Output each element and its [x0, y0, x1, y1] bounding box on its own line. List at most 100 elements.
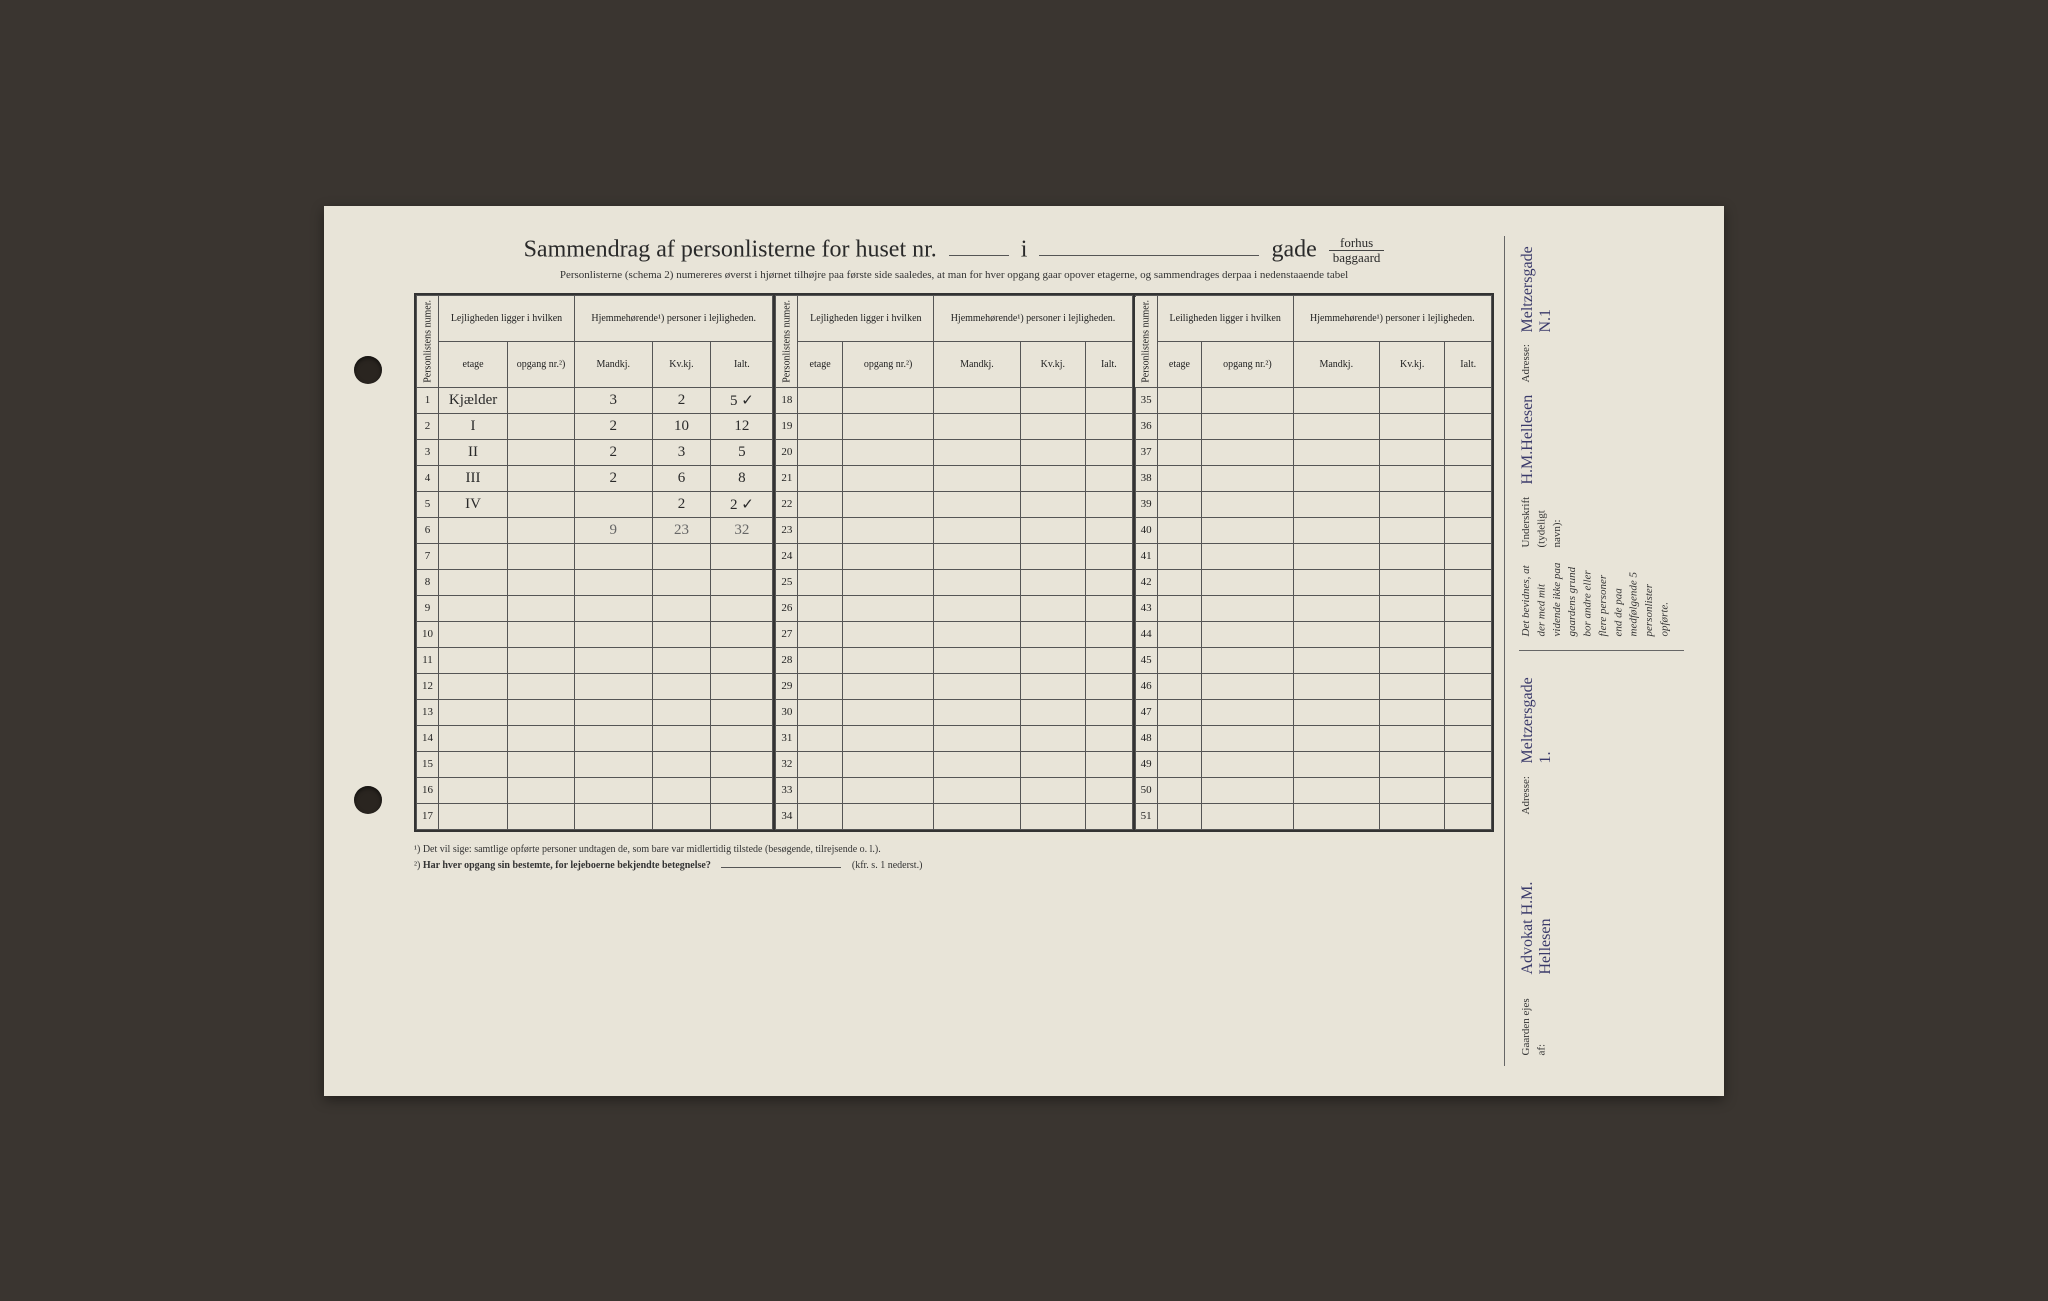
cell-opgang — [842, 725, 933, 751]
cell-kvkj — [1379, 439, 1445, 465]
cell-opgang — [508, 725, 575, 751]
cell-mandkj — [934, 569, 1020, 595]
cell-kvkj — [1379, 621, 1445, 647]
cell-mandkj: 2 — [575, 439, 652, 465]
footnote-2-ref: (kfr. s. 1 nederst.) — [852, 860, 923, 871]
cell-mandkj — [934, 491, 1020, 517]
row-number: 26 — [776, 595, 798, 621]
cell-etage — [798, 777, 843, 803]
cell-etage — [1157, 413, 1202, 439]
cell-etage — [439, 777, 508, 803]
col-hjemme: Hjemmehørende¹) personer i lejligheden. — [1293, 296, 1491, 342]
cell-kvkj — [1379, 647, 1445, 673]
cell-ialt: 2 ✓ — [711, 491, 773, 517]
cell-ialt — [1445, 439, 1492, 465]
cell-kvkj — [652, 543, 711, 569]
cell-ialt — [1086, 517, 1133, 543]
cell-mandkj — [1293, 803, 1379, 829]
cell-mandkj — [1293, 673, 1379, 699]
row-number: 28 — [776, 647, 798, 673]
table-row: 38 — [1135, 465, 1491, 491]
cell-etage — [439, 621, 508, 647]
census-table-1: Personlistens numer. Lejligheden ligger … — [416, 295, 773, 830]
col-kvkj: Kv.kj. — [1020, 341, 1086, 387]
cell-etage — [798, 699, 843, 725]
punch-hole-icon — [354, 786, 382, 814]
row-number: 49 — [1135, 751, 1157, 777]
row-number: 51 — [1135, 803, 1157, 829]
cell-mandkj — [575, 543, 652, 569]
cell-kvkj — [1020, 491, 1086, 517]
title-blank-nr — [949, 255, 1009, 256]
row-number: 2 — [417, 413, 439, 439]
row-number: 13 — [417, 699, 439, 725]
cell-kvkj — [1379, 413, 1445, 439]
table-row: 41 — [1135, 543, 1491, 569]
table-row: 39 — [1135, 491, 1491, 517]
table-row: 37 — [1135, 439, 1491, 465]
cell-opgang — [842, 621, 933, 647]
cell-etage — [798, 673, 843, 699]
table-row: 13 — [417, 699, 773, 725]
table-row: 21 — [776, 465, 1132, 491]
row-number: 19 — [776, 413, 798, 439]
row-number: 9 — [417, 595, 439, 621]
cell-opgang — [842, 569, 933, 595]
cell-opgang — [508, 543, 575, 569]
cell-ialt — [711, 647, 773, 673]
table-row: 3II235 — [417, 439, 773, 465]
cell-ialt — [711, 595, 773, 621]
table-row: 17 — [417, 803, 773, 829]
cell-ialt — [1445, 465, 1492, 491]
cell-kvkj: 23 — [652, 517, 711, 543]
census-table-3: Personlistens numer. Leiligheden ligger … — [1135, 295, 1492, 830]
cell-ialt — [1086, 413, 1133, 439]
cell-ialt — [1445, 491, 1492, 517]
col-etage: etage — [439, 341, 508, 387]
col-kvkj: Kv.kj. — [652, 341, 711, 387]
cell-mandkj: 9 — [575, 517, 652, 543]
cell-etage — [798, 439, 843, 465]
cell-mandkj — [575, 777, 652, 803]
row-number: 39 — [1135, 491, 1157, 517]
table-row: 28 — [776, 647, 1132, 673]
cell-opgang — [508, 595, 575, 621]
cell-opgang — [508, 439, 575, 465]
cell-etage: IV — [439, 491, 508, 517]
cell-ialt — [1086, 491, 1133, 517]
cell-etage: Kjælder — [439, 387, 508, 413]
cell-mandkj — [575, 751, 652, 777]
table-row: 22 — [776, 491, 1132, 517]
table-row: 42 — [1135, 569, 1491, 595]
row-number: 11 — [417, 647, 439, 673]
cell-ialt — [711, 777, 773, 803]
cell-mandkj — [934, 517, 1020, 543]
cell-etage — [439, 517, 508, 543]
cell-etage — [439, 725, 508, 751]
cell-etage — [1157, 803, 1202, 829]
table-row: 1Kjælder325 ✓ — [417, 387, 773, 413]
row-number: 42 — [1135, 569, 1157, 595]
cell-opgang — [508, 465, 575, 491]
cell-etage — [798, 517, 843, 543]
footnote-blank — [721, 867, 841, 868]
cell-kvkj — [1379, 699, 1445, 725]
row-number: 17 — [417, 803, 439, 829]
cell-opgang — [1202, 439, 1293, 465]
cell-ialt — [1086, 777, 1133, 803]
cell-mandkj — [1293, 699, 1379, 725]
cell-kvkj — [1379, 803, 1445, 829]
punch-hole-icon — [354, 356, 382, 384]
footnotes: ¹) Det vil sige: samtlige opførte person… — [414, 842, 1494, 874]
cell-opgang — [842, 387, 933, 413]
cell-opgang — [508, 699, 575, 725]
cell-etage — [798, 647, 843, 673]
footnote-2-text: Har hver opgang sin bestemte, for lejebo… — [423, 860, 711, 871]
cell-mandkj — [934, 387, 1020, 413]
cell-ialt: 12 — [711, 413, 773, 439]
col-mandkj: Mandkj. — [1293, 341, 1379, 387]
cell-ialt — [1086, 699, 1133, 725]
cell-kvkj — [1020, 803, 1086, 829]
cell-opgang — [842, 439, 933, 465]
cell-etage — [798, 751, 843, 777]
